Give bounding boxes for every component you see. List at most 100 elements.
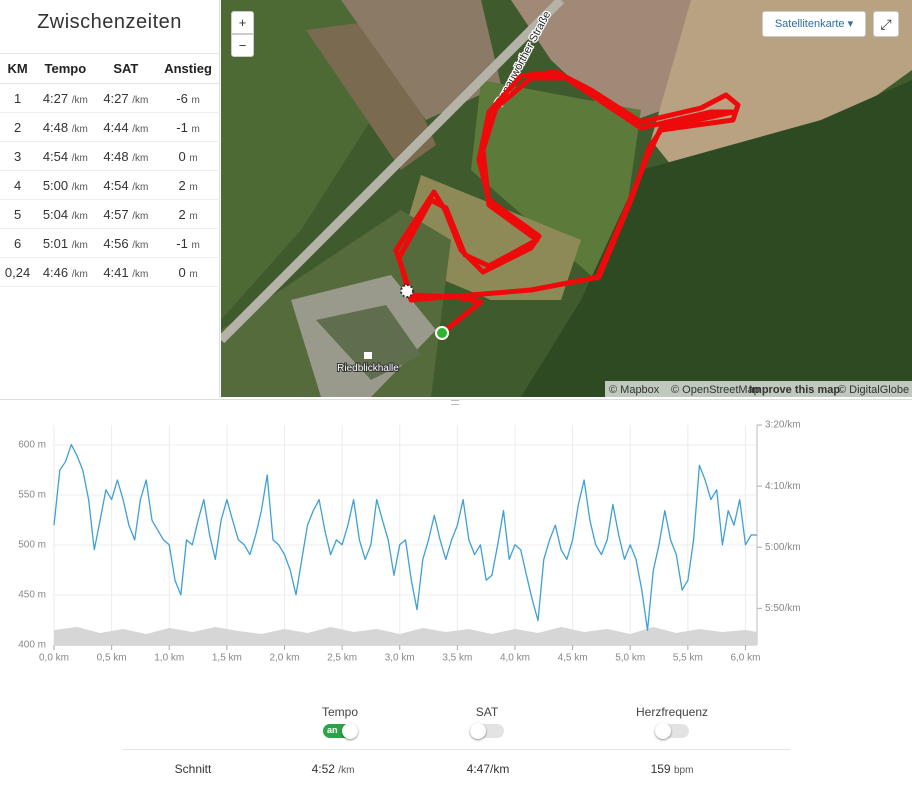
- splits-body: 1 4:27 /km 4:27 /km -6 m 2 4:48 /km 4:44 /km -1…: [0, 83, 220, 287]
- split-anstieg: 2 m: [156, 199, 220, 229]
- elevation-area: [54, 627, 757, 645]
- layer-label: Satellitenkarte: [774, 18, 845, 30]
- split-sat: 4:56 /km: [95, 228, 157, 258]
- attribution[interactable]: © Mapbox: [609, 384, 660, 396]
- summary-value: 4:52: [311, 762, 335, 776]
- y-tick-label: 600 m: [18, 440, 46, 451]
- y2-tick-label: 5:50/km: [765, 603, 801, 614]
- toggle-label: Herzfrequenz: [635, 705, 709, 719]
- split-anstieg: -6 m: [156, 83, 220, 113]
- split-value: 4:48: [42, 119, 69, 135]
- split-km: 3: [0, 141, 36, 171]
- split-value: -1: [176, 119, 188, 135]
- split-value: 0: [178, 148, 186, 164]
- x-tick-label: 3,5 km: [442, 653, 472, 664]
- splits-panel: Zwischenzeiten KM Tempo SAT Anstieg 1 4:27 /…: [0, 0, 220, 397]
- split-sat: 4:48 /km: [95, 141, 157, 171]
- split-sat: 4:44 /km: [95, 112, 157, 142]
- toggle-label: SAT: [475, 705, 499, 719]
- split-value: 4:41: [103, 264, 129, 280]
- split-unit: /km: [71, 123, 88, 135]
- field: [341, 0, 501, 120]
- forest: [521, 80, 912, 397]
- toggle[interactable]: [655, 723, 689, 739]
- y-tick-label: 500 m: [18, 540, 46, 551]
- split-value: 0: [178, 264, 186, 280]
- summary-tempo: 4:52 /km: [312, 762, 355, 776]
- layer-button[interactable]: Satellitenkarte ▾: [762, 11, 866, 37]
- split-tempo: 5:04 /km: [35, 199, 96, 229]
- attribution[interactable]: © OpenStreetMap: [671, 384, 760, 396]
- chart: 400 m 450 m 500 m 550 m 600 m 0,0 km 0,5 km 1,0…: [18, 420, 801, 664]
- split-km: 1: [0, 83, 36, 113]
- split-unit: m: [191, 123, 200, 135]
- start-marker[interactable]: [435, 326, 449, 340]
- building: [316, 305, 421, 380]
- split-km: 2: [0, 112, 36, 142]
- summary-unit: /km: [338, 765, 355, 776]
- x-tick-label: 6,0 km: [730, 653, 760, 664]
- split-value: 4:54: [103, 177, 129, 193]
- fullscreen-button[interactable]: ⤢: [873, 11, 899, 37]
- split-tempo: 4:46 /km: [35, 257, 96, 287]
- split-unit: /km: [132, 239, 149, 251]
- split-value: -6: [176, 90, 188, 106]
- column-header: KM: [0, 54, 36, 84]
- field: [471, 80, 641, 280]
- resize-divider[interactable]: [0, 399, 912, 405]
- split-row: 4 5:00 /km 4:54 /km 2 m: [0, 170, 220, 200]
- attribution[interactable]: Improve this map: [749, 384, 840, 396]
- split-unit: m: [191, 94, 200, 106]
- split-row: 5 5:04 /km 4:57 /km 2 m: [0, 199, 220, 229]
- x-tick-label: 0,0 km: [39, 653, 69, 664]
- split-anstieg: -1 m: [156, 112, 220, 142]
- map[interactable]: Donauwörther Straße Riedblickhalle © Map…: [221, 0, 912, 397]
- zoom-out[interactable]: −: [231, 34, 254, 57]
- split-anstieg: 0 m: [156, 257, 220, 287]
- split-value: 4:48: [103, 148, 129, 164]
- split-value: 4:27: [42, 90, 69, 106]
- zoom-in[interactable]: +: [231, 11, 254, 34]
- split-unit: m: [189, 181, 198, 193]
- summary-divider: [123, 749, 790, 750]
- y-tick-label: 400 m: [18, 640, 46, 651]
- split-value: 5:01: [42, 235, 69, 251]
- split-unit: m: [191, 239, 200, 251]
- split-unit: m: [189, 268, 198, 280]
- y2-tick-label: 5:00/km: [765, 542, 801, 553]
- split-unit: /km: [71, 268, 88, 280]
- x-tick-label: 5,0 km: [615, 653, 645, 664]
- split-row: 2 4:48 /km 4:44 /km -1 m: [0, 112, 220, 142]
- split-unit: /km: [71, 239, 88, 251]
- toggle[interactable]: an: [323, 723, 358, 739]
- split-sat: 4:54 /km: [95, 170, 157, 200]
- split-tempo: 4:48 /km: [35, 112, 96, 142]
- x-tick-label: 3,0 km: [385, 653, 415, 664]
- field: [306, 20, 436, 170]
- split-row: 6 5:01 /km 4:56 /km -1 m: [0, 228, 220, 258]
- split-tempo: 4:54 /km: [35, 141, 96, 171]
- x-tick-label: 1,0 km: [154, 653, 184, 664]
- x-tick-label: 5,5 km: [673, 653, 703, 664]
- split-unit: /km: [132, 94, 149, 106]
- finish-marker[interactable]: [400, 284, 414, 298]
- split-value: -1: [176, 235, 188, 251]
- summary-value: 159: [650, 762, 671, 776]
- split-value: 5:00: [42, 177, 69, 193]
- split-row: 1 4:27 /km 4:27 /km -6 m: [0, 83, 220, 113]
- x-tick-label: 2,0 km: [269, 653, 299, 664]
- split-value: 4:57: [103, 206, 129, 222]
- column-header: Tempo: [35, 54, 96, 84]
- split-row: 0,24 4:46 /km 4:41 /km 0 m: [0, 257, 220, 287]
- split-unit: /km: [132, 152, 149, 164]
- split-unit: /km: [71, 181, 88, 193]
- x-tick-label: 4,0 km: [500, 653, 530, 664]
- split-value: 4:56: [103, 235, 129, 251]
- summary-unit: bpm: [673, 765, 694, 776]
- split-unit: /km: [132, 123, 149, 135]
- split-sat: 4:41 /km: [95, 257, 157, 287]
- toggle[interactable]: [470, 723, 504, 739]
- attribution[interactable]: © DigitalGlobe: [838, 384, 909, 396]
